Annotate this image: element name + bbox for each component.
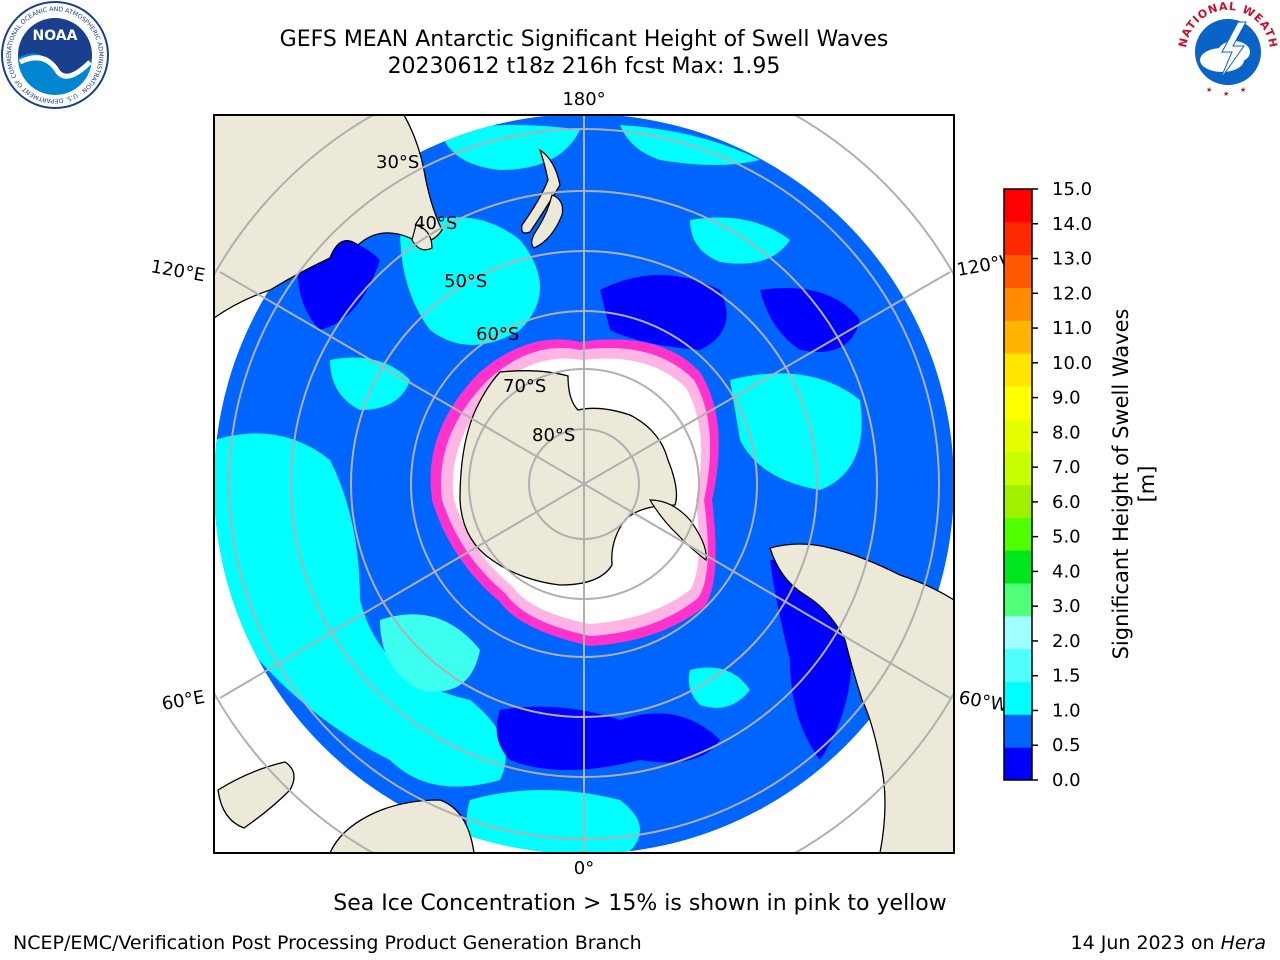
svg-text:★: ★ xyxy=(1223,90,1229,98)
africa-landmass xyxy=(329,799,475,853)
colorbar-tick-label: 6.0 xyxy=(1052,492,1081,513)
machine-name: Hera xyxy=(1220,932,1266,954)
lat-label-80s: 80°S xyxy=(532,425,575,446)
colorbar-tick-label: 5.0 xyxy=(1052,527,1081,548)
colorbar-segment xyxy=(1004,681,1032,715)
colorbar-segment xyxy=(1004,451,1032,485)
colorbar-segment xyxy=(1004,254,1032,288)
noaa-logo: NATIONAL OCEANIC AND ATMOSPHERIC ADMINIS… xyxy=(0,0,110,114)
credit-line: NCEP/EMC/Verification Post Processing Pr… xyxy=(13,932,642,954)
lon-label-0: 0° xyxy=(574,858,594,879)
colorbar-tick-label: 14.0 xyxy=(1052,214,1092,235)
lat-label-60s: 60°S xyxy=(476,324,519,345)
colorbar-tick-label: 13.0 xyxy=(1052,249,1092,270)
colorbar-segment xyxy=(1004,287,1032,321)
date-stamp: 14 Jun 2023 on Hera xyxy=(1071,932,1266,954)
colorbar-segment xyxy=(1004,484,1032,518)
colorbar-segment xyxy=(1004,353,1032,387)
colorbar-tick-label: 12.0 xyxy=(1052,283,1092,304)
colorbar-tick-label: 10.0 xyxy=(1052,353,1092,374)
colorbar-segment xyxy=(1004,221,1032,256)
colorbar-tick-label: 0.5 xyxy=(1052,735,1081,756)
colorbar-segment xyxy=(1004,615,1032,650)
colorbar-tick-label: 11.0 xyxy=(1052,318,1092,339)
south-america-landmass xyxy=(769,543,954,853)
colorbar-tick-label: 9.0 xyxy=(1052,388,1081,409)
colorbar-segment xyxy=(1004,747,1032,781)
svg-text:NOAA: NOAA xyxy=(33,28,78,44)
chart-subtitle: 20230612 t18z 216h fcst Max: 1.95 xyxy=(387,54,781,79)
colorbar-frame xyxy=(1003,188,1033,781)
colorbar-segment xyxy=(1004,550,1032,584)
date-text: 14 Jun 2023 on xyxy=(1070,932,1221,954)
australia-landmass xyxy=(214,115,443,319)
colorbar-tick-label: 15.0 xyxy=(1052,179,1092,200)
colorbar-segment xyxy=(1004,418,1032,453)
colorbar-tick-label: 0.0 xyxy=(1052,770,1081,791)
colorbar-segment xyxy=(1004,714,1032,748)
map-frame xyxy=(213,114,955,854)
ice-note: Sea Ice Concentration > 15% is shown in … xyxy=(333,891,947,916)
colorbar-tick-label: 4.0 xyxy=(1052,561,1081,582)
lat-label-40s: 40°S xyxy=(414,213,457,234)
colorbar-segment xyxy=(1004,386,1032,420)
colorbar-segment xyxy=(1004,583,1032,617)
svg-text:★: ★ xyxy=(1240,86,1246,94)
lon-label-120e: 120°E xyxy=(149,256,207,286)
lat-label-30s: 30°S xyxy=(376,152,419,173)
colorbar-segment xyxy=(1004,320,1032,354)
svg-text:★: ★ xyxy=(1206,86,1212,94)
lon-label-60e: 60°E xyxy=(160,687,206,715)
colorbar-segment xyxy=(1004,517,1032,551)
graticule xyxy=(214,115,954,853)
colorbar-segment xyxy=(1004,648,1032,682)
chart-title: GEFS MEAN Antarctic Significant Height o… xyxy=(279,27,889,52)
lat-label-70s: 70°S xyxy=(503,376,546,397)
colorbar-tick-label: 8.0 xyxy=(1052,422,1081,443)
nws-logo: NATIONAL WEATHER SERVICE ★ ★ ★ xyxy=(1171,0,1280,108)
lon-label-180: 180° xyxy=(562,89,605,110)
new-zealand-landmass xyxy=(521,148,561,234)
lon-label-60w: 60°W xyxy=(957,687,1010,716)
colorbar-tick-label: 2.0 xyxy=(1052,631,1081,652)
colorbar: 0.0 0.5 1.0 1.5 2.0 3.0 4.0 5.0 6.0 7.0 8.0 9.0 10.0… xyxy=(1003,179,1092,791)
colorbar-label: Significant Height of Swell Waves[m] xyxy=(1109,309,1159,660)
colorbar-tick-label: 7.0 xyxy=(1052,457,1081,478)
colorbar-segment xyxy=(1004,189,1032,223)
colorbar-tick-label: 3.0 xyxy=(1052,596,1081,617)
colorbar-tick-label: 1.5 xyxy=(1052,666,1081,687)
colorbar-tick-label: 1.0 xyxy=(1052,700,1081,721)
lat-label-50s: 50°S xyxy=(444,271,487,292)
